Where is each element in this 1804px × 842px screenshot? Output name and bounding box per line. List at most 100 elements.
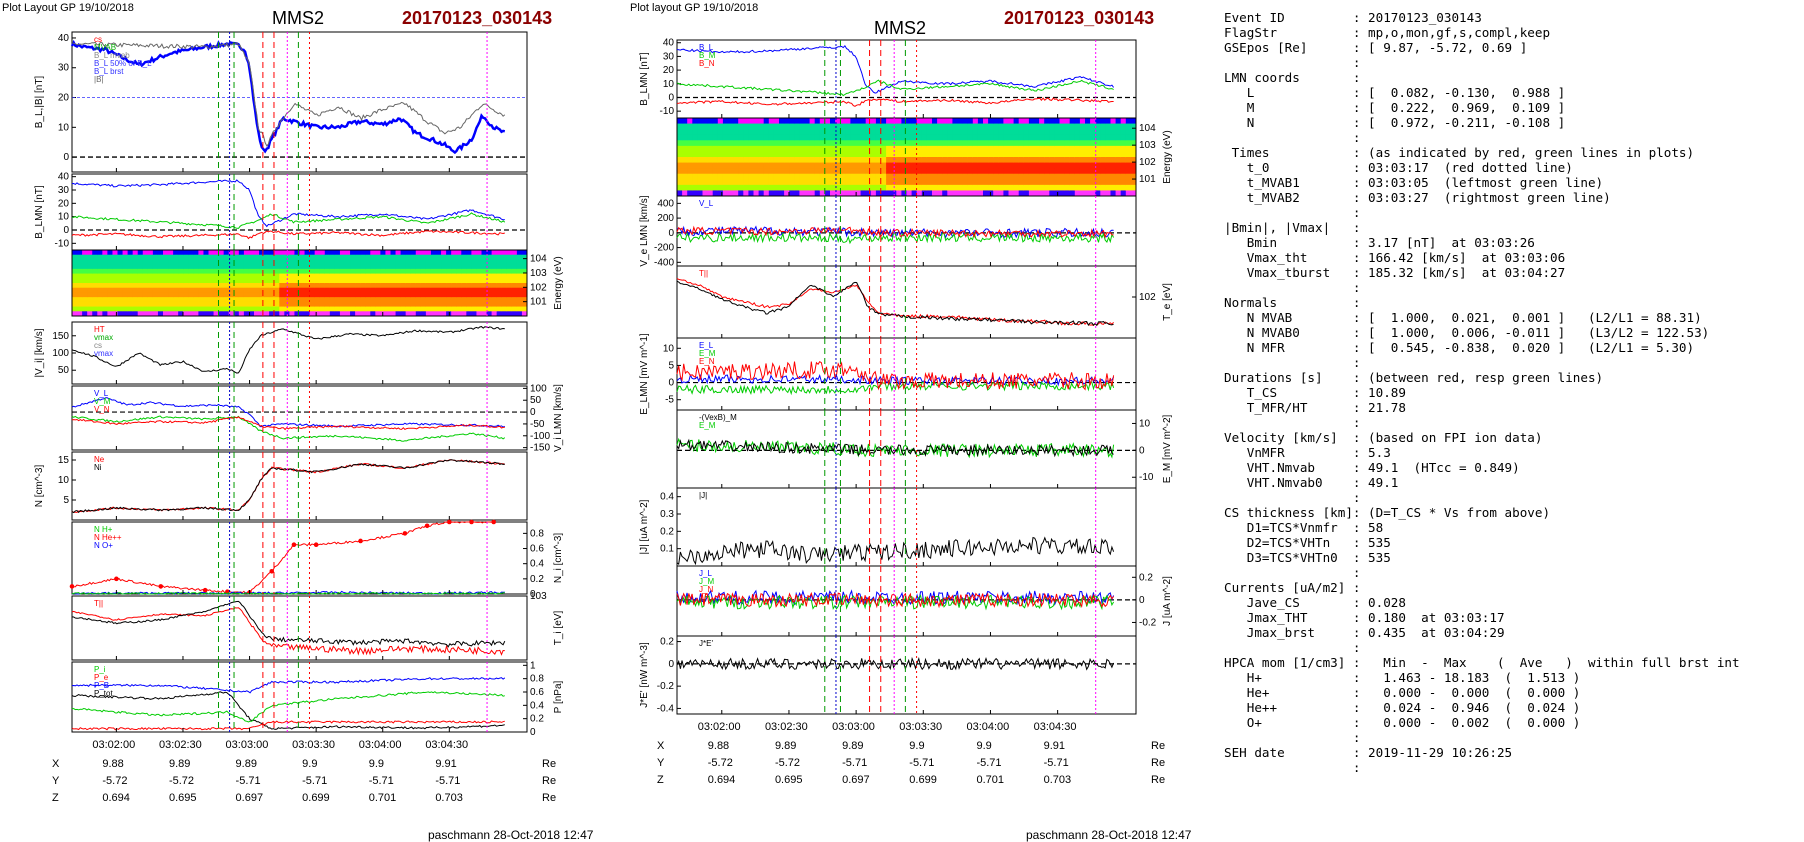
spectrogram-cell — [896, 145, 902, 152]
spectrogram-cell — [294, 250, 300, 256]
spectrogram-cell — [441, 283, 447, 289]
spectrogram-cell — [840, 173, 846, 180]
spectrogram-cell — [702, 157, 709, 164]
spectrogram-cell — [380, 254, 386, 260]
spectrogram-cell — [441, 259, 447, 265]
spectrogram-cell — [299, 283, 306, 289]
spectrogram-cell — [152, 254, 159, 260]
spectrogram-cell — [107, 292, 113, 298]
y-tick-label: -10 — [1139, 472, 1154, 483]
spectrogram-cell — [789, 134, 795, 141]
spectrogram-cell — [178, 259, 184, 265]
y-axis-label: T_i [eV] — [553, 611, 564, 646]
spectrogram-cell — [1074, 140, 1081, 147]
spectrogram-cell — [132, 250, 139, 256]
spectrogram-cell — [794, 173, 800, 180]
spectrogram-cell — [707, 179, 714, 186]
spectrogram-cell — [375, 306, 381, 312]
spectrogram-cell — [875, 162, 882, 169]
spectrogram-cell — [511, 297, 518, 303]
spectrogram-cell — [794, 190, 800, 197]
spectrogram-cell — [1115, 179, 1122, 186]
spectrogram-cell — [178, 268, 184, 275]
spectrogram-cell — [339, 292, 346, 298]
spectrogram-cell — [355, 250, 361, 256]
spectrogram-cell — [77, 311, 83, 317]
spectrogram-cell — [1049, 179, 1055, 186]
spectrogram-cell — [264, 311, 270, 317]
spectrogram-cell — [168, 301, 174, 308]
spectrogram-cell — [279, 278, 285, 284]
spectrogram-cell — [967, 162, 974, 169]
spectrogram-cell — [789, 123, 795, 130]
spectrogram-cell — [687, 190, 693, 197]
spectrogram-cell — [228, 306, 235, 312]
spectrogram-cell — [137, 278, 144, 284]
spectrogram-cell — [319, 287, 326, 293]
info-line: VHT.Nmvab0 : 49.1 — [1224, 475, 1399, 490]
spectrogram-cell — [87, 264, 93, 270]
spectrogram-cell — [198, 301, 204, 308]
spectrogram-cell — [350, 278, 356, 284]
spectrogram-cell — [329, 254, 336, 260]
spectrogram-cell — [375, 254, 381, 260]
spectrogram-cell — [92, 311, 98, 317]
spectrogram-cell — [1125, 173, 1132, 180]
spectrogram-cell — [203, 311, 209, 317]
spectrogram-cell — [901, 168, 907, 175]
spectrogram-cell — [1059, 118, 1066, 125]
spectrogram-cell — [947, 134, 953, 141]
spectrogram-cell — [682, 134, 688, 141]
spectrogram-cell — [835, 151, 841, 158]
spectrogram-cell — [501, 297, 508, 303]
spectrogram-cell — [804, 129, 811, 136]
spectrogram-cell — [1085, 162, 1091, 169]
spectrogram-cell — [1013, 134, 1020, 141]
spectrogram-cell — [789, 179, 795, 186]
spectrogram-cell — [722, 184, 729, 191]
spectrogram-cell — [799, 145, 805, 152]
spectrogram-cell — [1013, 162, 1020, 169]
spectrogram-cell — [707, 134, 714, 141]
spectrogram-cell — [870, 129, 877, 136]
spectrogram-cell — [279, 250, 285, 256]
spectrogram-cell — [1120, 190, 1127, 197]
spectrogram-cell — [152, 268, 159, 275]
spectrogram-cell — [717, 184, 724, 191]
spectrogram-cell — [299, 273, 306, 279]
spectrogram-cell — [193, 278, 199, 284]
spectrogram-cell — [824, 118, 831, 125]
spectrogram-cell — [875, 168, 882, 175]
spectrogram-cell — [977, 151, 984, 158]
spectrogram-cell — [687, 123, 693, 130]
series-line-t-perp — [676, 280, 1114, 327]
spectrogram-cell — [370, 254, 376, 260]
spectrogram-cell — [102, 273, 108, 279]
spectrogram-cell — [254, 268, 260, 275]
spectrogram-cell — [1105, 157, 1111, 164]
spectrogram-cell — [72, 264, 78, 270]
spectrogram-cell — [993, 162, 999, 169]
spectrogram-cell — [496, 254, 503, 260]
spectrogram-cell — [329, 273, 336, 279]
spectrogram-cell — [916, 168, 923, 175]
y-axis-label: N_i [cm^-3] — [553, 533, 564, 583]
spectrogram-cell — [1120, 173, 1127, 180]
spectrogram-cell — [471, 250, 477, 256]
spectrogram-cell — [697, 157, 703, 164]
spectrogram-cell — [819, 118, 826, 125]
spectrogram-cell — [233, 259, 240, 265]
spectrogram-cell — [521, 287, 528, 293]
spectrogram-cell — [188, 301, 194, 308]
spectrogram-cell — [274, 268, 280, 275]
info-line: Durations [s] : (between red, resp green… — [1224, 370, 1604, 385]
spectrogram-cell — [238, 273, 245, 279]
legend-entry: cs — [94, 341, 102, 350]
spectrogram-cell — [1100, 134, 1106, 141]
spectrogram-cell — [830, 118, 836, 125]
spectrogram-cell — [289, 278, 295, 284]
spectrogram-cell — [886, 173, 892, 180]
spectrogram-cell — [784, 190, 790, 197]
spectrogram-cell — [173, 306, 179, 312]
spectrogram-cell — [72, 250, 78, 256]
